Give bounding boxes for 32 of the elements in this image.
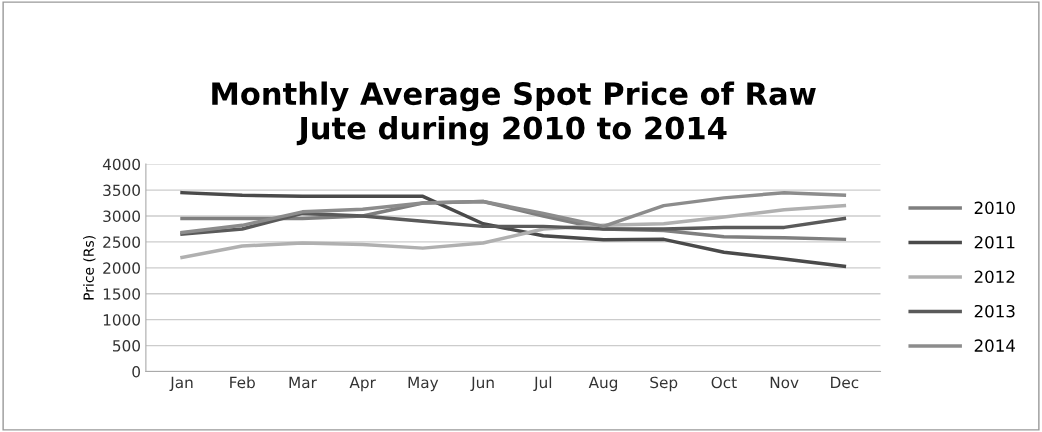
x-tick-label: Feb (230, 376, 255, 389)
legend-label: 2011 (974, 235, 1015, 249)
legend-label: 2012 (974, 270, 1015, 284)
x-tick-label: Jan (169, 376, 193, 392)
y-tick-label: 4000 (102, 158, 140, 171)
line-series (180, 190, 847, 235)
x-tick-label: Mar (289, 376, 317, 389)
x-tick-label: Apr (349, 376, 376, 392)
y-tick-label: 0 (132, 365, 140, 378)
x-tick-label: Nov (770, 376, 799, 389)
line-series (180, 203, 847, 260)
y-axis-title: Price (Rs) (83, 236, 96, 300)
legend-label: 2013 (974, 304, 1015, 318)
y-tick-label: 2500 (103, 236, 140, 248)
y-tick-label: 3500 (103, 184, 140, 197)
legend-label: 2010 (974, 201, 1015, 215)
legend-label: 2014 (974, 339, 1015, 352)
y-tick-label: 3000 (103, 210, 140, 223)
line-series (180, 190, 847, 269)
x-tick-label: Jul (533, 376, 552, 392)
y-tick-label: 1500 (103, 288, 140, 300)
y-tick-label: 2000 (103, 262, 140, 274)
line-series (180, 211, 847, 236)
x-tick-label: Oct (711, 376, 737, 389)
x-tick-label: Jun (470, 376, 494, 392)
y-tick-label: 500 (113, 340, 140, 352)
y-tick-label: 1000 (103, 314, 140, 326)
x-tick-label: Sep (650, 376, 678, 392)
x-tick-label: Aug (588, 376, 618, 392)
x-tick-label: May (408, 376, 439, 392)
chart-title: Monthly Average Spot Price of Raw Jute during 2010 to 2014 (212, 81, 816, 146)
x-tick-label: Dec (831, 376, 859, 389)
